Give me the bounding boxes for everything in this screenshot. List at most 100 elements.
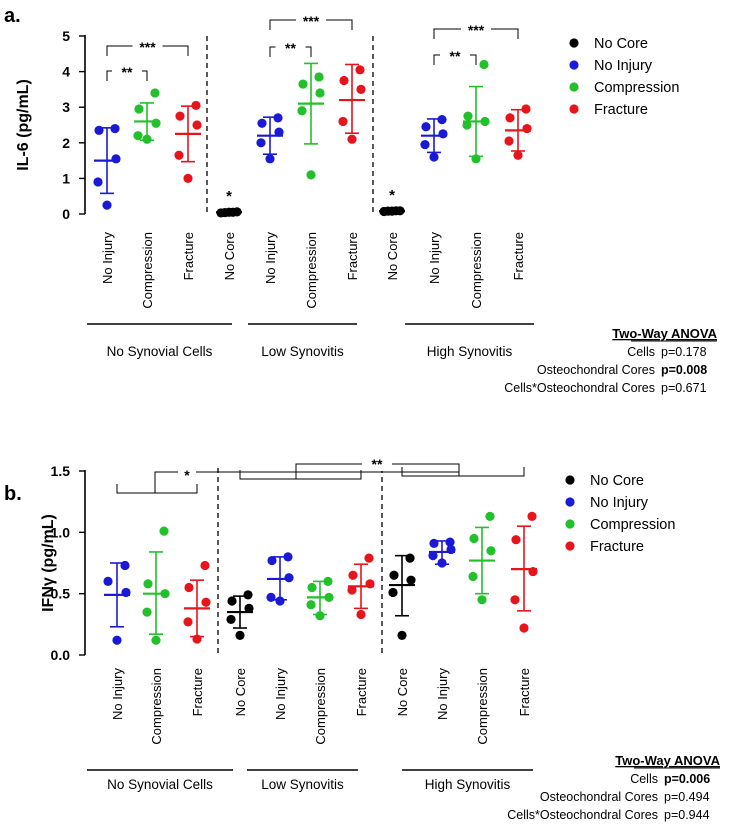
data-point	[151, 118, 161, 128]
data-point	[468, 571, 478, 582]
y-tick-label: 2	[62, 135, 70, 151]
y-tick-label: 5	[62, 28, 70, 44]
x-tick-label: Fracture	[511, 232, 526, 280]
significance-asterisk: *	[226, 188, 232, 205]
data-point	[297, 106, 307, 116]
x-tick-label: No Injury	[263, 232, 278, 285]
y-tick-label: 1.5	[51, 463, 71, 479]
y-tick-label: 1	[62, 170, 70, 186]
x-tick-label: Compression	[313, 668, 328, 745]
anova-row-value: p=0.671	[661, 381, 707, 395]
data-point	[463, 111, 473, 121]
data-point	[504, 136, 514, 146]
data-point	[183, 617, 193, 627]
data-point	[445, 537, 455, 547]
data-point	[243, 590, 253, 600]
legend-marker	[569, 82, 579, 92]
category-no-injury	[103, 560, 131, 645]
x-tick-label: No Core	[222, 232, 237, 280]
category-fracture	[504, 104, 532, 160]
category-no-core	[226, 590, 254, 640]
x-tick-label: Fracture	[354, 668, 369, 716]
x-tick-label: Compression	[475, 668, 490, 745]
anova-row-label: Cells*Osteochondral Cores	[507, 808, 658, 822]
category-no-injury	[266, 552, 294, 606]
anova-row-value: p=0.006	[664, 772, 710, 786]
anova-row-label: Cells	[630, 772, 658, 786]
data-point	[256, 138, 266, 148]
data-point	[283, 552, 293, 562]
group-bracket	[116, 484, 198, 494]
data-point	[227, 596, 237, 606]
data-point	[235, 630, 245, 640]
group-bracket	[239, 470, 362, 480]
legend-marker	[569, 104, 579, 114]
category-fracture	[338, 63, 366, 144]
y-tick-label: 0	[62, 206, 70, 222]
anova-table: Two-Way ANOVA Cells p=0.006 Osteochondral C…	[507, 753, 720, 822]
data-point	[274, 127, 284, 137]
data-point	[306, 600, 316, 610]
data-point	[364, 553, 374, 563]
data-point	[347, 585, 357, 595]
data-point	[94, 125, 104, 135]
category-compression	[297, 62, 325, 180]
data-point	[183, 173, 193, 183]
data-point	[142, 134, 152, 144]
data-point	[112, 635, 122, 645]
significance-asterisk: *	[389, 187, 395, 204]
legend-marker	[569, 60, 579, 70]
legend-marker	[569, 38, 579, 48]
significance-label: ***	[468, 22, 485, 38]
data-point	[513, 150, 523, 160]
x-tick-label: No Core	[233, 668, 248, 716]
data-point	[471, 154, 481, 164]
significance-label: ***	[303, 13, 320, 29]
x-tick-label: Fracture	[517, 668, 532, 716]
legend-marker	[565, 497, 575, 507]
data-point	[389, 570, 399, 580]
data-point	[437, 558, 447, 568]
anova-row-value: p=0.944	[664, 808, 710, 822]
data-point	[134, 104, 144, 114]
x-tick-label: Compression	[469, 232, 484, 309]
legend-label: No Injury	[590, 495, 649, 511]
anova-title: Two-Way ANOVA	[612, 326, 717, 341]
data-point	[174, 150, 184, 160]
x-tick-label: No Core	[385, 232, 400, 280]
y-axis-label: IL-6 (pg/mL)	[15, 79, 32, 171]
category-no-injury	[428, 537, 456, 568]
x-tick-label: Compression	[149, 668, 164, 745]
data-point	[133, 131, 143, 141]
data-point	[469, 533, 479, 544]
category-no-core	[388, 553, 416, 640]
significance-label: **	[285, 40, 296, 56]
group-label: High Synovitis	[427, 344, 513, 359]
data-point	[437, 115, 447, 125]
legend-label: Fracture	[594, 102, 648, 118]
x-tick-label: Compression	[140, 232, 155, 309]
y-tick-label: 0.5	[51, 586, 71, 602]
data-point	[438, 129, 448, 139]
bracket-label-bg	[112, 62, 142, 78]
category-compression	[462, 59, 490, 164]
data-point	[428, 551, 438, 561]
panel-b: b. 0.0 0.5 1.0 1.5 IFNγ (pg/mL) No Injury Compr…	[4, 455, 721, 822]
panel-a: a. 0 1 2 3 4 5 IL-6 (pg/mL) No Injury Compression…	[4, 5, 718, 395]
data-point	[298, 79, 308, 89]
data-point	[201, 597, 211, 607]
legend-label: Fracture	[590, 539, 644, 555]
y-tick-label: 0.0	[51, 647, 71, 663]
anova-row-label: Osteochondral Cores	[540, 790, 658, 804]
data-point	[355, 65, 365, 75]
significance-label: ***	[139, 39, 156, 55]
data-point	[522, 123, 532, 134]
data-point	[323, 576, 333, 587]
bracket-label-bg	[362, 455, 392, 471]
data-point	[405, 553, 415, 563]
legend-label: No Core	[590, 473, 644, 489]
data-point	[143, 579, 153, 589]
category-compression	[468, 511, 496, 605]
category-no-core	[379, 206, 405, 217]
